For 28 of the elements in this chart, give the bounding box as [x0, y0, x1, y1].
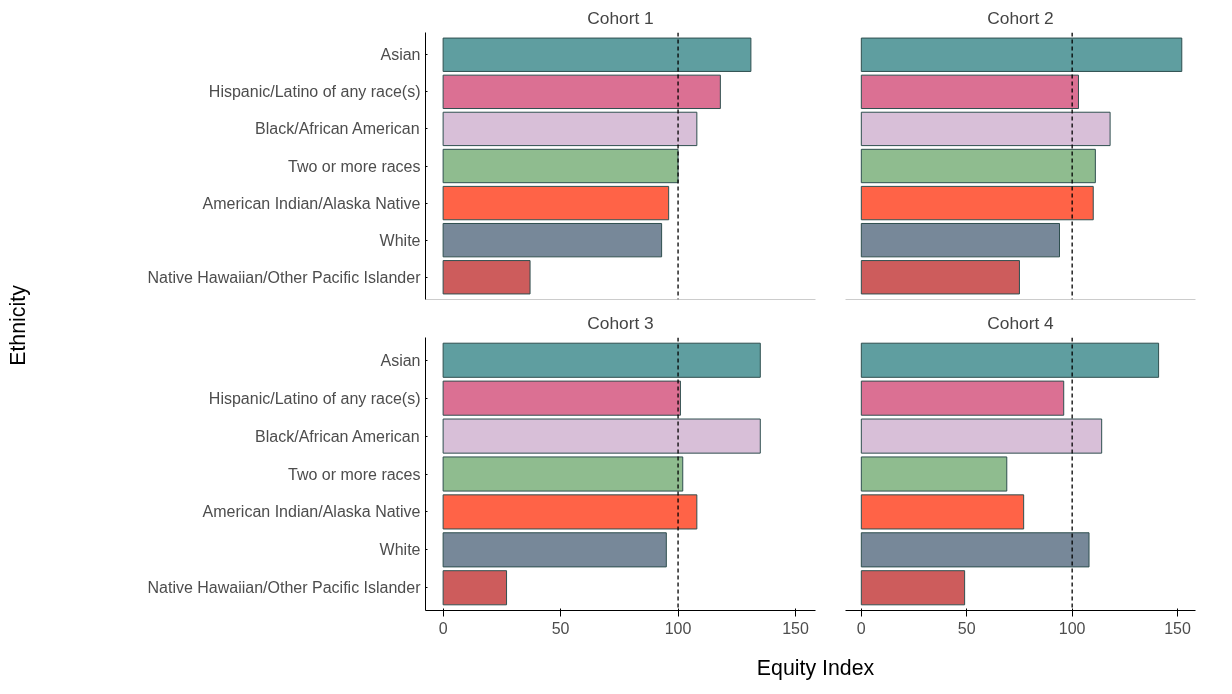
x-tick-label: 150 — [782, 619, 809, 637]
y-axis-title: Ethnicity — [6, 284, 30, 366]
chart-title: Cohort 3 — [587, 312, 654, 333]
x-tick-label: 100 — [1058, 619, 1086, 637]
y-tick-label: Two or more races — [288, 157, 421, 175]
y-tick-label: Hispanic/Latino of any race(s) — [208, 389, 421, 407]
y-tick-label: American Indian/Alaska Native — [202, 194, 421, 212]
y-tick-label: Black/African American — [255, 427, 420, 445]
y-tick-label: Two or more races — [288, 465, 421, 483]
chart-title: Cohort 2 — [987, 7, 1054, 28]
x-tick-label: 100 — [664, 619, 692, 637]
y-tick-label: Black/African American — [255, 120, 420, 138]
x-tick-label: 150 — [1164, 619, 1192, 637]
y-tick-label: Asian — [380, 351, 421, 369]
y-tick-label: Native Hawaiian/Other Pacific Islander — [147, 268, 422, 286]
x-tick-label: 50 — [551, 619, 570, 637]
x-axis-title: Equity Index — [756, 656, 875, 680]
chart-title: Cohort 1 — [587, 7, 654, 28]
y-tick-label: White — [379, 541, 421, 559]
y-tick-label: Native Hawaiian/Other Pacific Islander — [147, 579, 422, 597]
y-tick-label: Hispanic/Latino of any race(s) — [208, 83, 421, 101]
x-tick-label: 50 — [957, 619, 976, 637]
chart-title: Cohort 4 — [987, 312, 1055, 333]
x-tick-label: 0 — [438, 619, 448, 637]
y-tick-label: American Indian/Alaska Native — [202, 503, 421, 521]
x-tick-label: 0 — [856, 619, 866, 637]
y-tick-label: White — [379, 231, 421, 249]
y-tick-label: Asian — [380, 46, 421, 64]
